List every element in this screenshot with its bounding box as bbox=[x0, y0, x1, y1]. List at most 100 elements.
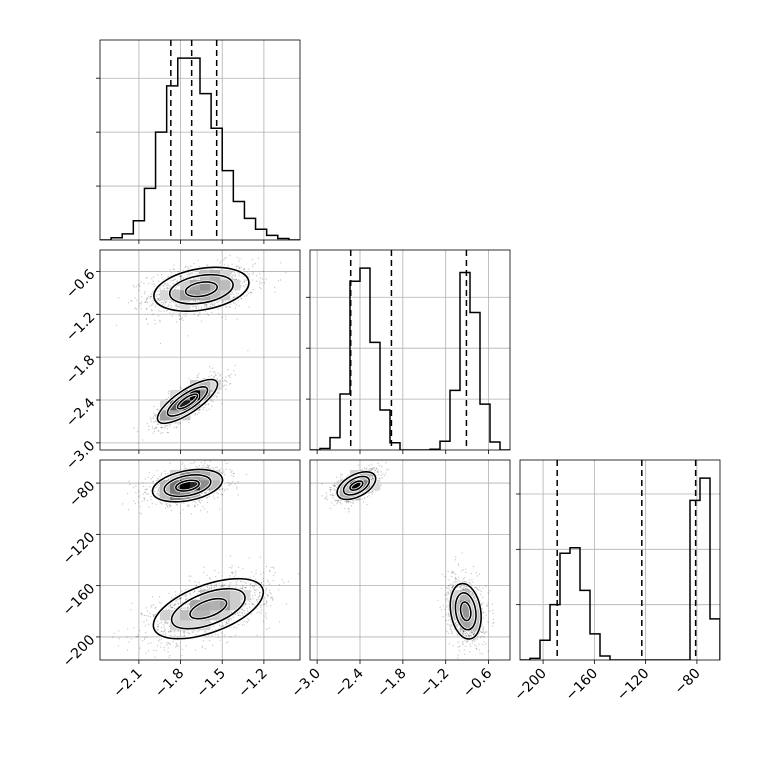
scatter-point bbox=[183, 632, 186, 634]
scatter-point bbox=[247, 292, 250, 294]
scatter-point bbox=[223, 584, 226, 586]
scatter-point bbox=[229, 469, 231, 471]
scatter-point bbox=[216, 466, 218, 468]
scatter-point bbox=[179, 318, 181, 320]
panel-frame bbox=[99, 39, 301, 241]
scatter-point bbox=[145, 277, 147, 279]
scatter-point bbox=[178, 314, 180, 317]
scatter-point bbox=[196, 278, 199, 280]
scatter-point bbox=[278, 621, 281, 623]
scatter-point bbox=[253, 592, 256, 594]
scatter-point bbox=[205, 491, 207, 493]
scatter-point bbox=[213, 625, 215, 627]
scatter-point bbox=[258, 286, 261, 289]
scatter-point bbox=[152, 604, 155, 606]
scatter-point bbox=[201, 499, 203, 501]
scatter-point bbox=[241, 624, 243, 626]
scatter-point bbox=[204, 407, 206, 409]
scatter-point bbox=[243, 281, 245, 283]
scatter-point bbox=[179, 318, 181, 320]
scatter-point bbox=[228, 620, 230, 623]
scatter-point bbox=[133, 486, 135, 489]
scatter-point bbox=[153, 285, 155, 288]
density-cell bbox=[230, 590, 241, 601]
scatter-point bbox=[128, 641, 130, 643]
scatter-point bbox=[223, 585, 225, 587]
scatter-point bbox=[255, 599, 258, 601]
scatter-point bbox=[164, 301, 167, 304]
scatter-point bbox=[198, 590, 200, 593]
density-cell bbox=[190, 620, 201, 631]
scatter-point bbox=[233, 626, 235, 629]
scatter-point bbox=[259, 280, 261, 283]
scatter-point bbox=[144, 301, 146, 303]
scatter-point bbox=[187, 608, 189, 610]
scatter-point bbox=[246, 294, 248, 296]
scatter-point bbox=[157, 628, 159, 631]
scatter-point bbox=[144, 625, 147, 627]
scatter-point bbox=[179, 386, 181, 389]
scatter-point bbox=[144, 637, 146, 639]
scatter-point bbox=[188, 632, 191, 634]
scatter-point bbox=[141, 640, 144, 642]
scatter-point bbox=[233, 370, 235, 372]
scatter-point bbox=[179, 315, 181, 317]
scatter-point bbox=[185, 607, 187, 609]
scatter-point bbox=[142, 439, 144, 441]
scatter-point bbox=[248, 306, 250, 308]
scatter-point bbox=[156, 620, 159, 623]
scatter-point bbox=[206, 303, 208, 306]
density-cell bbox=[170, 610, 181, 621]
scatter-point bbox=[259, 591, 261, 593]
scatter-point bbox=[301, 575, 302, 576]
scatter-point bbox=[238, 305, 240, 307]
scatter-point bbox=[213, 497, 216, 500]
scatter-point bbox=[198, 412, 200, 414]
scatter-point bbox=[158, 280, 160, 282]
scatter-point bbox=[165, 504, 168, 506]
scatter-point bbox=[163, 304, 166, 306]
scatter-point bbox=[173, 302, 175, 304]
scatter-point bbox=[176, 422, 178, 424]
scatter-point bbox=[143, 621, 145, 623]
scatter-point bbox=[156, 645, 159, 647]
scatter-point bbox=[140, 296, 143, 298]
scatter-point bbox=[170, 635, 172, 637]
scatter-panel-1-2: −3.0 −2.4 −1.8 −1.2 −0.6 bbox=[289, 459, 511, 701]
scatter-point bbox=[224, 388, 227, 391]
scatter-point bbox=[200, 306, 203, 309]
scatter-point bbox=[180, 318, 183, 320]
scatter-point bbox=[245, 587, 247, 589]
scatter-point bbox=[169, 462, 171, 464]
scatter-point bbox=[248, 557, 251, 559]
scatter-point bbox=[210, 587, 213, 589]
scatter-point bbox=[162, 633, 164, 636]
scatter-point bbox=[243, 605, 245, 608]
scatter-point bbox=[220, 471, 222, 474]
scatter-point bbox=[229, 376, 231, 379]
scatter-point bbox=[234, 483, 236, 485]
scatter-point bbox=[157, 484, 160, 487]
scatter-point bbox=[175, 503, 178, 506]
scatter-point bbox=[226, 622, 228, 624]
scatter-point bbox=[157, 494, 159, 496]
scatter-point bbox=[204, 466, 207, 468]
scatter-point bbox=[260, 604, 263, 606]
scatter-point bbox=[200, 588, 202, 591]
scatter-point bbox=[188, 579, 191, 582]
scatter-point bbox=[170, 306, 173, 308]
scatter-point bbox=[256, 611, 258, 614]
scatter-point bbox=[138, 495, 141, 497]
scatter-point bbox=[231, 474, 233, 477]
scatter-point bbox=[156, 629, 159, 631]
scatter-point bbox=[205, 264, 208, 267]
scatter-point bbox=[192, 462, 194, 464]
scatter-point bbox=[260, 573, 262, 575]
scatter-point bbox=[167, 392, 170, 395]
scatter-point bbox=[217, 300, 219, 303]
scatter-point bbox=[148, 506, 150, 508]
scatter-point bbox=[233, 296, 236, 298]
scatter-point bbox=[261, 282, 263, 284]
scatter-point bbox=[236, 256, 239, 258]
scatter-point bbox=[206, 313, 208, 315]
